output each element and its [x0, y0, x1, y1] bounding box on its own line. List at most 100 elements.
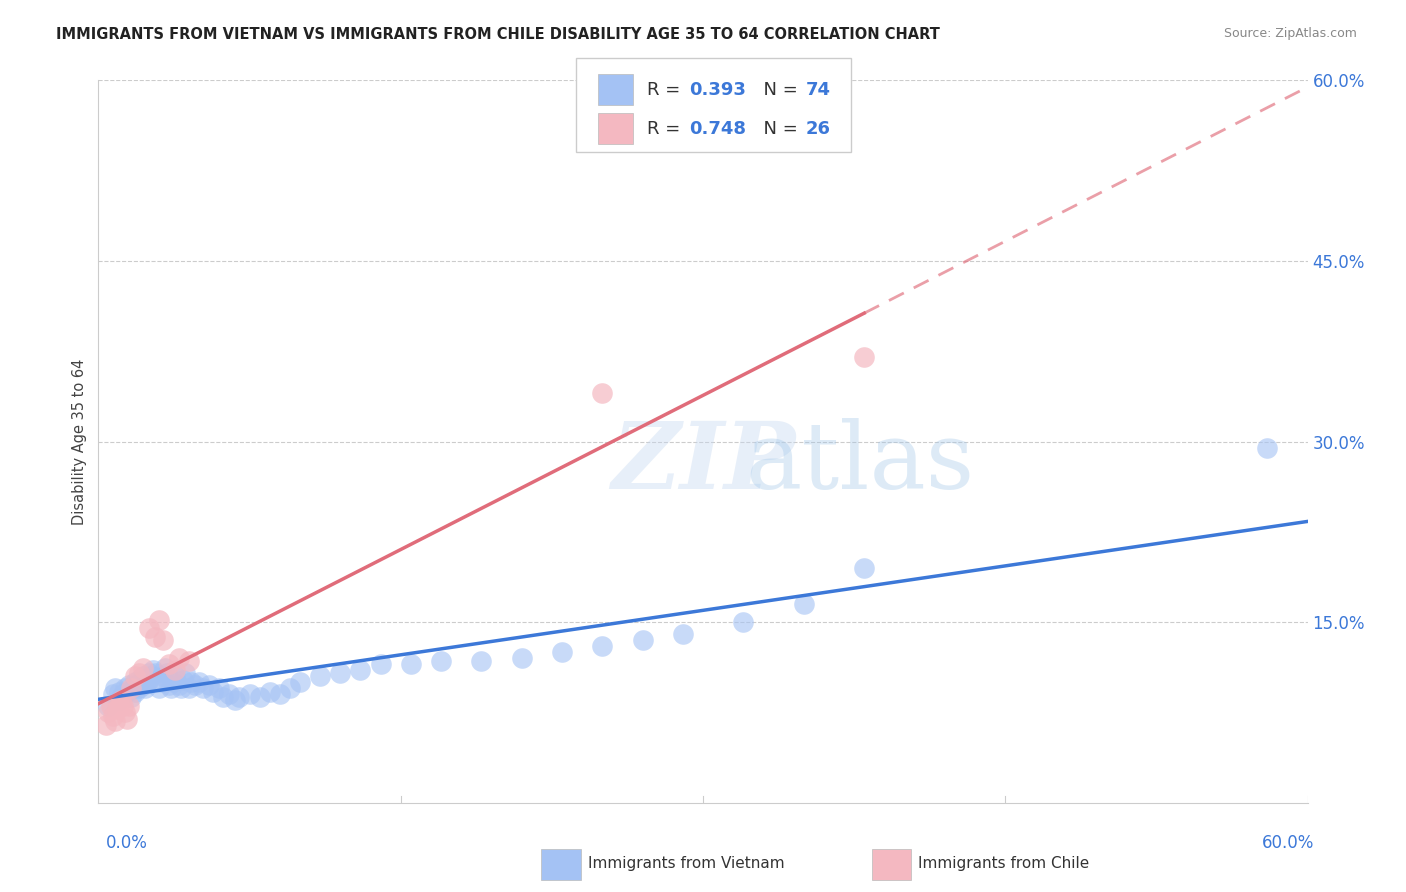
Point [132, 661, 155, 675]
Point [128, 681, 150, 696]
Point [111, 699, 134, 714]
Point [180, 675, 202, 690]
Point [179, 681, 201, 696]
Point [120, 681, 142, 696]
Point [224, 693, 246, 707]
Point [470, 654, 492, 668]
Point [157, 657, 180, 672]
Point [128, 665, 150, 680]
Text: Immigrants from Chile: Immigrants from Chile [918, 856, 1090, 871]
Point [135, 675, 157, 690]
Point [143, 630, 166, 644]
Point [138, 621, 160, 635]
Point [184, 678, 207, 692]
Point [107, 685, 129, 699]
Point [138, 673, 160, 687]
Point [591, 639, 613, 653]
Point [118, 699, 141, 714]
Point [167, 678, 190, 692]
Text: 0.748: 0.748 [689, 120, 747, 137]
Text: N =: N = [752, 120, 804, 137]
Text: R =: R = [647, 80, 686, 98]
Point [170, 681, 193, 696]
Point [100, 699, 122, 714]
Point [124, 669, 146, 683]
Point [167, 651, 190, 665]
Text: 74: 74 [806, 80, 831, 98]
Point [156, 665, 179, 680]
Point [121, 681, 143, 696]
Point [110, 690, 132, 704]
Point [193, 681, 215, 696]
Point [148, 613, 170, 627]
Point [128, 673, 150, 687]
Point [309, 669, 332, 683]
Point [510, 651, 533, 665]
Point [129, 675, 152, 690]
Point [551, 645, 574, 659]
Point [278, 681, 301, 696]
Point [103, 681, 125, 696]
Point [259, 685, 281, 699]
Point [631, 633, 654, 648]
Point [163, 669, 186, 683]
Text: 0.0%: 0.0% [105, 834, 148, 852]
Text: 0.393: 0.393 [689, 80, 745, 98]
Point [157, 678, 180, 692]
Point [139, 669, 162, 683]
Point [591, 386, 613, 401]
Point [239, 687, 262, 701]
Point [132, 669, 155, 683]
Point [132, 678, 155, 692]
Point [202, 685, 225, 699]
Point [107, 697, 129, 711]
Text: atlas: atlas [745, 418, 974, 508]
Text: IMMIGRANTS FROM VIETNAM VS IMMIGRANTS FROM CHILE DISABILITY AGE 35 TO 64 CORRELA: IMMIGRANTS FROM VIETNAM VS IMMIGRANTS FR… [56, 27, 941, 42]
Point [349, 664, 371, 678]
Point [853, 561, 876, 575]
Point [120, 690, 142, 704]
Point [101, 709, 124, 723]
Point [118, 678, 141, 692]
Point [115, 712, 138, 726]
Point [228, 690, 250, 704]
Point [430, 654, 453, 668]
Point [96, 717, 118, 731]
Point [115, 685, 138, 699]
Point [793, 597, 815, 611]
Point [153, 661, 176, 675]
Point [198, 678, 221, 692]
Text: ZIP: ZIP [610, 418, 796, 508]
Point [134, 681, 156, 696]
Point [162, 675, 184, 690]
Point [105, 702, 128, 716]
Point [97, 699, 120, 714]
Point [110, 693, 132, 707]
Point [249, 690, 271, 704]
Point [208, 681, 231, 696]
Point [212, 690, 235, 704]
Point [142, 664, 165, 678]
Point [160, 681, 183, 696]
Point [125, 678, 148, 692]
Point [853, 350, 876, 364]
Point [101, 687, 124, 701]
Point [672, 627, 695, 641]
Text: Source: ZipAtlas.com: Source: ZipAtlas.com [1223, 27, 1357, 40]
Point [114, 706, 136, 720]
Point [288, 675, 311, 690]
Point [163, 664, 186, 678]
Point [174, 665, 197, 680]
Point [152, 669, 174, 683]
Point [218, 687, 240, 701]
Point [179, 654, 201, 668]
Point [1256, 441, 1278, 455]
Point [733, 615, 755, 630]
Point [370, 657, 392, 672]
Point [329, 665, 352, 680]
Point [124, 685, 146, 699]
Point [124, 675, 146, 690]
Text: N =: N = [752, 80, 804, 98]
Point [103, 714, 125, 728]
Point [107, 693, 129, 707]
